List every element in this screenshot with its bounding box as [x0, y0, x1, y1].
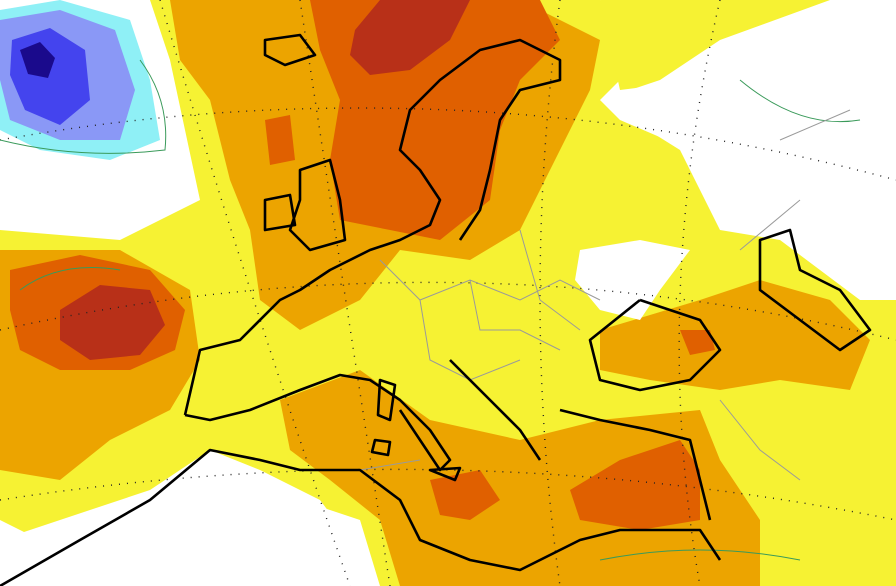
coastline-europe: [183, 38, 722, 521]
contour-line: [0, 59, 861, 561]
light-orange-east: [600, 280, 870, 390]
coastline-iceland: [263, 33, 317, 67]
coastline-caspian: [758, 228, 872, 352]
orange-libya: [430, 470, 500, 520]
orange-levant: [570, 440, 700, 530]
orange-uk: [265, 115, 295, 165]
coastline-africa: [0, 448, 722, 586]
coastline-islands: [370, 378, 462, 482]
light-orange-med: [280, 370, 760, 586]
orange-black-sea: [680, 330, 715, 355]
navy-field: [20, 42, 55, 78]
red-atlantic: [60, 285, 165, 360]
white-hole-east: [575, 240, 690, 320]
white-hole-north: [600, 0, 896, 250]
white-hole-africa: [0, 450, 370, 586]
coastline-uk: [263, 158, 347, 252]
red-north: [350, 0, 470, 75]
